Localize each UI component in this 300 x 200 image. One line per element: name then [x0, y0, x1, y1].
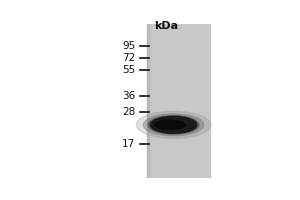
Bar [148, 24, 149, 178]
Text: 36: 36 [122, 91, 135, 101]
Bar [147, 24, 148, 178]
Ellipse shape [148, 116, 199, 134]
Bar [147, 24, 209, 178]
Bar [150, 24, 151, 178]
Text: 28: 28 [122, 107, 135, 117]
Bar [149, 24, 150, 178]
Text: kDa: kDa [154, 21, 178, 31]
Text: 72: 72 [122, 53, 135, 63]
Text: 95: 95 [122, 41, 135, 51]
Ellipse shape [155, 120, 185, 130]
Text: 55: 55 [122, 65, 135, 75]
Ellipse shape [136, 111, 211, 138]
Ellipse shape [150, 116, 197, 133]
Ellipse shape [143, 114, 204, 136]
Text: 17: 17 [122, 139, 135, 149]
